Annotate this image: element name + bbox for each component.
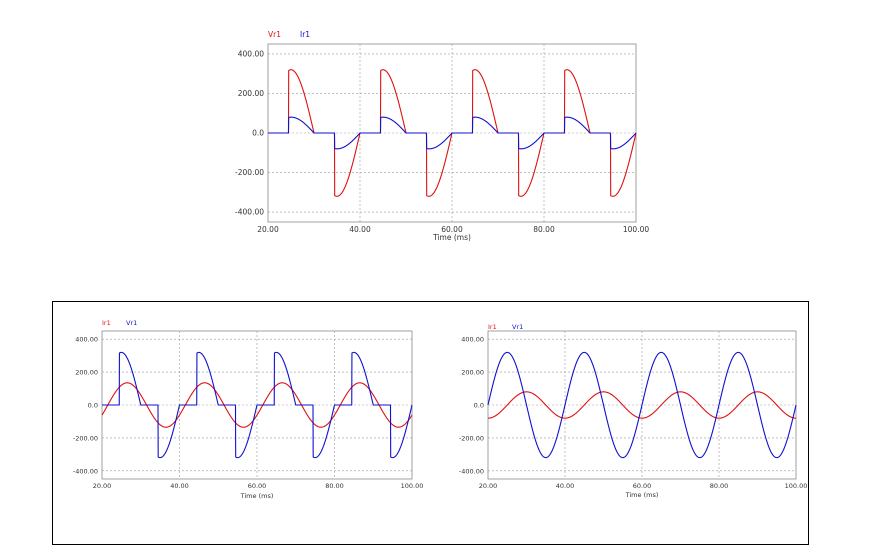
chart-2: 400.00 200.00 0.0 -200.00 -400.00 20.00 40.00 6… [73, 319, 423, 500]
x-tick-label: 80.00 [533, 225, 555, 234]
x-tick-label: 20.00 [257, 225, 279, 234]
y-tick-label: 400.00 [461, 336, 484, 344]
x-tick-label: 100.00 [785, 482, 808, 490]
legend-entry: Vr1 [512, 323, 523, 331]
y-tick-label: 200.00 [238, 89, 264, 98]
y-tick-label: 0.0 [252, 129, 264, 138]
x-axis-label: Time (ms) [240, 492, 274, 500]
x-tick-label: 80.00 [710, 482, 729, 490]
x-tick-label: 60.00 [441, 225, 463, 234]
legend-entry: Ir1 [488, 323, 497, 331]
y-tick-label: -200.00 [235, 168, 264, 177]
y-tick-label: -400.00 [73, 467, 98, 475]
y-tick-label: -200.00 [459, 434, 484, 442]
chart-1: 400.00 200.00 0.0 -200.00 -400.00 20.00 40.00 6… [235, 30, 649, 242]
y-tick-label: 200.00 [461, 369, 484, 377]
x-tick-label: 40.00 [556, 482, 575, 490]
y-tick-label: 200.00 [75, 369, 98, 377]
y-tick-label: 0.0 [474, 402, 484, 410]
series-line-vr1 [487, 351, 797, 459]
x-tick-label: 100.00 [623, 225, 649, 234]
x-tick-label: 20.00 [93, 482, 112, 490]
x-tick-label: 40.00 [170, 482, 189, 490]
x-tick-label: 60.00 [248, 482, 267, 490]
x-tick-label: 40.00 [349, 225, 371, 234]
y-tick-label: -200.00 [73, 434, 98, 442]
legend-entry: Vr1 [126, 319, 137, 327]
series-line-vr1 [101, 351, 413, 459]
x-axis-label: Time (ms) [625, 491, 659, 499]
series-line-ir1 [101, 382, 413, 428]
legend-entry: Ir1 [300, 30, 310, 39]
x-tick-label: 80.00 [325, 482, 344, 490]
series-line-ir1 [267, 116, 637, 150]
y-tick-label: -400.00 [235, 208, 264, 217]
bottom-panel-frame [52, 301, 809, 545]
y-tick-label: 400.00 [238, 49, 264, 58]
legend-entry: Ir1 [102, 319, 111, 327]
y-tick-label: -400.00 [459, 467, 484, 475]
x-tick-label: 60.00 [633, 482, 652, 490]
x-tick-label: 20.00 [479, 482, 498, 490]
x-axis-label: Time (ms) [432, 233, 471, 242]
legend-entry: Vr1 [268, 30, 281, 39]
chart-3: 400.00 200.00 0.0 -200.00 -400.00 20.00 40.00 6… [459, 323, 807, 499]
series-line-ir1 [487, 391, 797, 419]
y-tick-label: 0.0 [88, 402, 98, 410]
y-tick-label: 400.00 [75, 336, 98, 344]
x-tick-label: 100.00 [401, 482, 424, 490]
